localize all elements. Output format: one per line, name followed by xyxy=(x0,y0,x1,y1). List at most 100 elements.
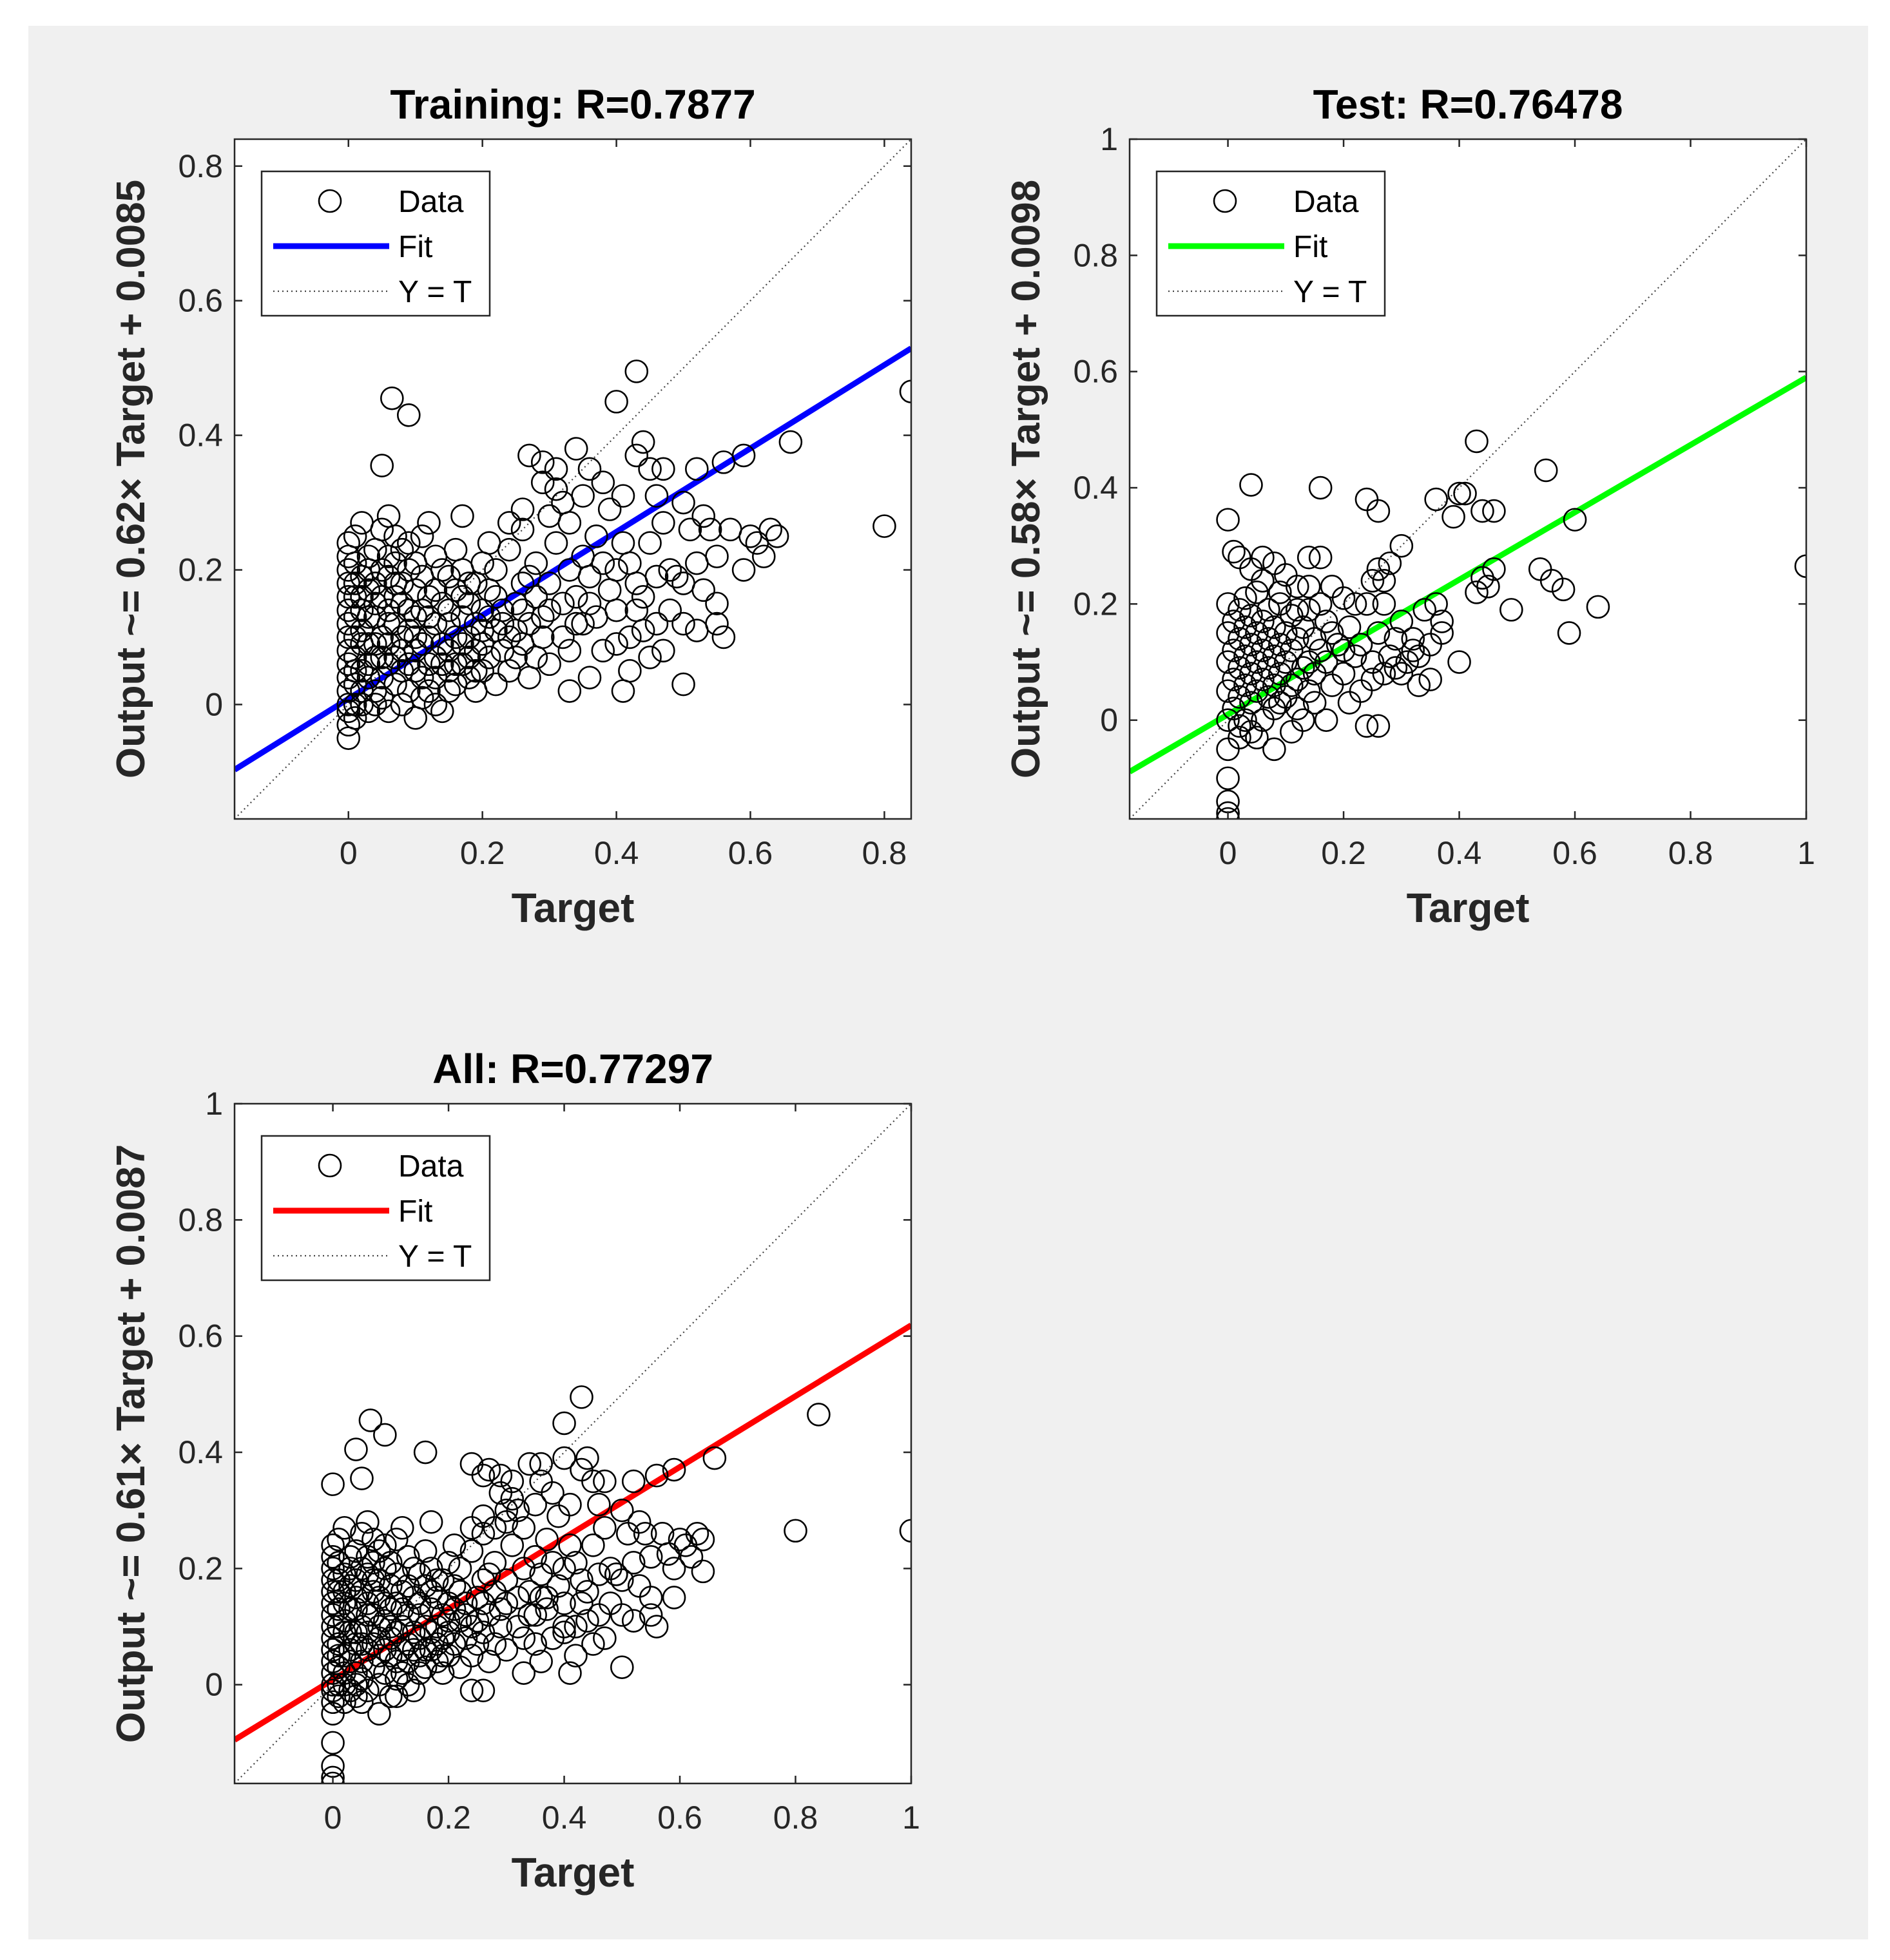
data-point xyxy=(494,1591,519,1615)
data-point xyxy=(506,1586,530,1609)
data-point xyxy=(662,1557,686,1580)
data-point xyxy=(490,611,515,636)
data-point xyxy=(430,1626,455,1650)
data-point xyxy=(362,1568,385,1592)
data-point xyxy=(327,1684,351,1709)
data-point xyxy=(442,1597,467,1621)
data-point xyxy=(430,1661,455,1685)
x-tick-label: 0.6 xyxy=(728,835,773,871)
data-point xyxy=(1285,627,1309,651)
data-point xyxy=(413,1655,438,1679)
data-point xyxy=(343,658,367,683)
data-point xyxy=(1471,499,1494,523)
data-point xyxy=(1285,697,1309,720)
data-point xyxy=(705,544,729,568)
panels-layer: 0 0.2 0.4 0.6 0.8 0 0.2 0.4 0.6 0.8 Training: R=0.… xyxy=(109,81,1815,1896)
data-point xyxy=(384,1684,409,1709)
x-tick-label: 0 xyxy=(1219,835,1237,871)
data-point xyxy=(1228,598,1251,622)
data-point xyxy=(1424,487,1448,512)
data-point xyxy=(396,403,421,427)
data-point xyxy=(633,1521,657,1546)
data-point xyxy=(587,1562,611,1586)
data-point xyxy=(1285,598,1309,622)
data-point xyxy=(497,625,521,649)
data-point xyxy=(1222,668,1246,691)
data-point xyxy=(1233,615,1257,639)
data-point xyxy=(593,1469,617,1494)
data-point xyxy=(413,1440,438,1465)
data-point xyxy=(370,584,394,609)
data-point xyxy=(530,450,555,474)
data-point xyxy=(327,1644,351,1667)
data-point xyxy=(1337,615,1362,639)
data-point xyxy=(537,598,561,622)
data-point xyxy=(459,1615,484,1638)
data-point xyxy=(577,457,602,481)
data-point xyxy=(390,1615,414,1638)
data-point xyxy=(436,1551,461,1575)
data-point xyxy=(552,1411,576,1436)
data-point xyxy=(1331,586,1356,610)
data-point xyxy=(581,1632,605,1656)
data-point xyxy=(436,1609,461,1633)
data-point xyxy=(1257,598,1280,622)
data-point xyxy=(363,632,387,656)
data-point xyxy=(1239,720,1263,744)
legend: Data Fit Y = T xyxy=(260,1135,491,1282)
data-point xyxy=(477,1603,501,1627)
data-point xyxy=(610,1603,634,1627)
data-point xyxy=(407,1603,432,1627)
x-tick-label: 0.6 xyxy=(657,1800,702,1836)
data-point xyxy=(417,679,441,703)
data-point xyxy=(624,443,649,468)
data-point xyxy=(500,1486,525,1511)
legend-label-identity: Y = T xyxy=(398,275,472,309)
data-point xyxy=(483,1515,507,1540)
data-point xyxy=(350,632,374,656)
data-point xyxy=(497,511,521,535)
chart-training: 0 0.2 0.4 0.6 0.8 0 0.2 0.4 0.6 0.8 Training: R=0.… xyxy=(109,81,912,931)
y-tick-label: 1 xyxy=(1100,121,1118,157)
data-point xyxy=(396,652,421,677)
data-point xyxy=(1216,807,1240,819)
data-point xyxy=(551,591,575,616)
data-point xyxy=(651,639,675,663)
data-point xyxy=(500,1533,525,1557)
data-point xyxy=(1262,737,1286,762)
data-point xyxy=(356,1562,380,1586)
data-point xyxy=(517,1580,541,1604)
data-point xyxy=(363,572,387,595)
data-point xyxy=(1314,650,1338,674)
data-point xyxy=(321,1765,345,1783)
data-point xyxy=(380,386,404,410)
data-point xyxy=(510,632,535,656)
data-point xyxy=(338,1597,362,1621)
data-point xyxy=(384,1667,409,1691)
data-point xyxy=(390,1515,414,1540)
data-point xyxy=(344,1673,368,1697)
data-point xyxy=(691,1559,715,1584)
x-tick-label: 0.8 xyxy=(773,1800,818,1836)
data-point xyxy=(651,457,675,481)
data-point xyxy=(899,1519,911,1543)
data-point xyxy=(1302,627,1327,651)
data-point xyxy=(523,1492,547,1517)
data-point xyxy=(390,537,414,562)
data-point xyxy=(350,1632,374,1656)
data-point xyxy=(1274,621,1298,645)
data-point xyxy=(1228,627,1251,651)
data-point xyxy=(477,1562,501,1586)
data-point xyxy=(1262,615,1286,639)
data-point xyxy=(413,1615,438,1638)
data-point xyxy=(638,457,662,481)
data-point xyxy=(1233,586,1257,610)
x-tick-label: 0.2 xyxy=(426,1800,471,1836)
data-point xyxy=(344,1539,368,1563)
fit-line xyxy=(1130,374,1806,774)
data-point xyxy=(718,517,742,542)
data-point xyxy=(376,652,401,677)
data-point xyxy=(530,605,555,629)
data-point xyxy=(570,1385,593,1409)
identity-line xyxy=(235,1104,911,1783)
